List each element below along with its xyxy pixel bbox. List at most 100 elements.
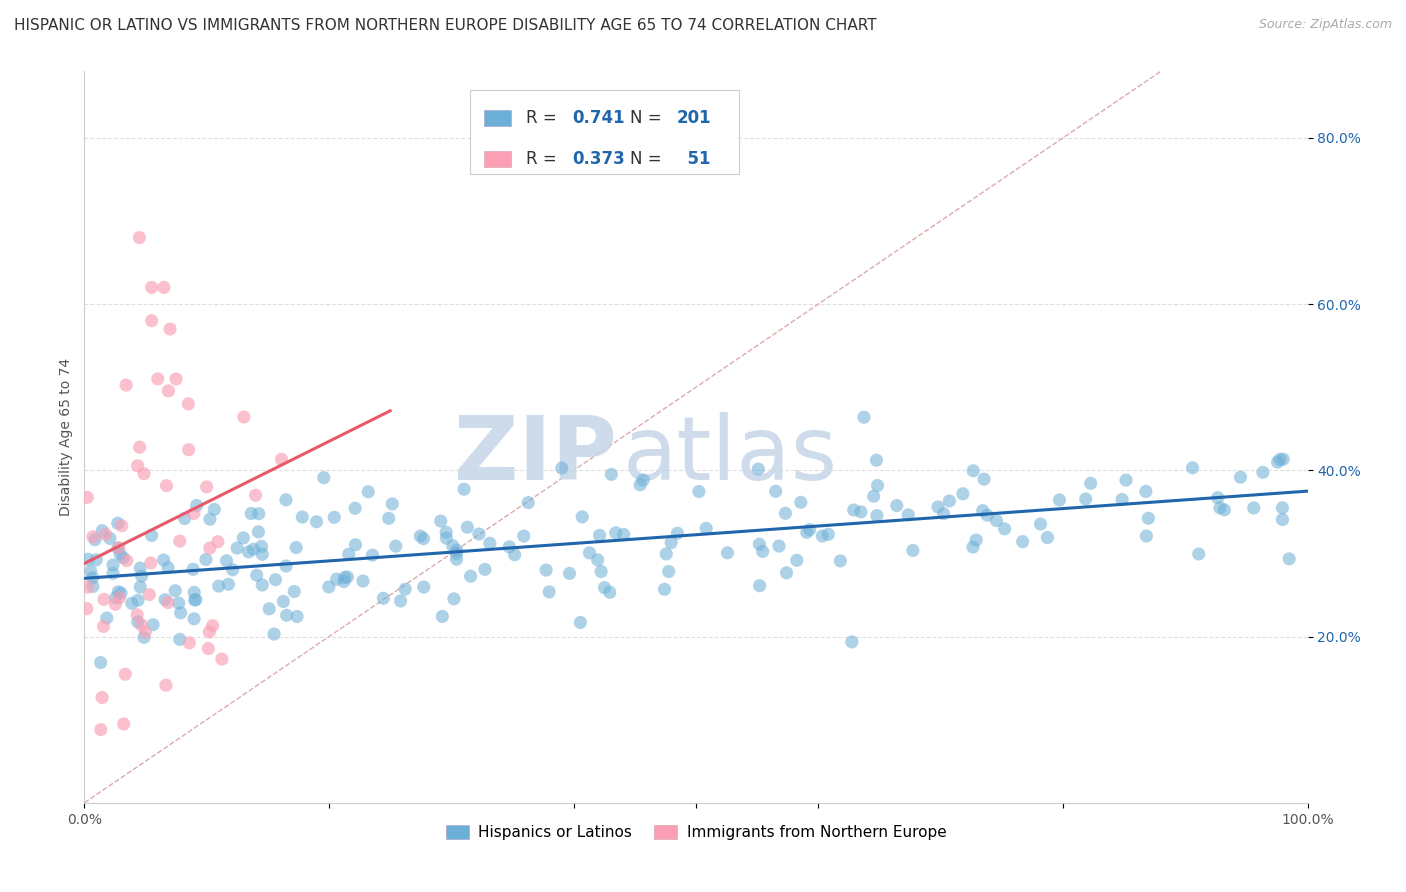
Point — [558, 566, 581, 581]
Point — [131, 569, 153, 583]
Point — [747, 462, 769, 476]
Point — [1271, 512, 1294, 526]
Point — [132, 467, 155, 481]
Point — [593, 581, 616, 595]
Point — [361, 548, 384, 562]
Point — [98, 532, 121, 546]
Point — [1268, 452, 1291, 467]
Point — [716, 546, 738, 560]
Point — [352, 574, 374, 588]
Point — [446, 552, 468, 566]
Point — [631, 473, 654, 487]
Point — [478, 536, 501, 550]
Point — [337, 547, 360, 561]
Point — [1074, 491, 1097, 506]
Point — [197, 641, 219, 656]
Point — [112, 550, 135, 565]
Point — [765, 484, 787, 499]
Point — [264, 573, 287, 587]
Point — [333, 574, 356, 589]
Point — [817, 527, 839, 541]
Point — [965, 533, 987, 547]
Point — [443, 591, 465, 606]
Point — [1229, 470, 1251, 484]
Point — [252, 578, 274, 592]
Point — [177, 442, 200, 457]
Point — [242, 542, 264, 557]
Point — [173, 511, 195, 525]
Point — [184, 592, 207, 607]
Point — [503, 548, 526, 562]
Point — [799, 523, 821, 537]
Point — [240, 507, 263, 521]
Point — [96, 611, 118, 625]
Point — [695, 521, 717, 535]
Point — [628, 478, 651, 492]
Point — [159, 322, 181, 336]
Point — [932, 507, 955, 521]
Point — [285, 609, 308, 624]
Point — [274, 492, 297, 507]
Point — [344, 538, 367, 552]
Point — [1267, 455, 1289, 469]
Point — [305, 515, 328, 529]
Point — [129, 561, 152, 575]
Point — [107, 541, 129, 556]
Point — [666, 526, 689, 541]
Point — [107, 516, 129, 531]
Point — [129, 617, 152, 632]
Point — [1135, 484, 1157, 499]
Point — [104, 591, 127, 605]
Point — [195, 480, 218, 494]
Point — [513, 529, 536, 543]
Point — [90, 656, 112, 670]
Point — [110, 586, 132, 600]
Point — [1251, 466, 1274, 480]
Point — [82, 530, 104, 544]
Point — [257, 601, 280, 615]
Point — [247, 507, 270, 521]
Point — [357, 484, 380, 499]
Point — [569, 615, 592, 630]
Point — [181, 562, 204, 576]
Point — [994, 522, 1017, 536]
Point — [1111, 492, 1133, 507]
Point — [796, 525, 818, 540]
Point — [538, 585, 561, 599]
Point — [82, 571, 104, 585]
Point — [250, 540, 273, 554]
Point — [79, 564, 101, 578]
Point — [252, 547, 274, 561]
Point — [1271, 500, 1294, 515]
Point — [1029, 516, 1052, 531]
Point — [655, 547, 678, 561]
Point — [134, 625, 156, 640]
Point — [412, 532, 434, 546]
Point — [77, 552, 100, 566]
Point — [76, 491, 98, 505]
Point — [157, 384, 180, 398]
Legend: Hispanics or Latinos, Immigrants from Northern Europe: Hispanics or Latinos, Immigrants from No… — [440, 819, 952, 847]
Point — [128, 440, 150, 454]
Point — [333, 570, 356, 584]
Point — [90, 723, 112, 737]
Text: N =: N = — [630, 150, 666, 168]
Point — [139, 556, 162, 570]
Point — [318, 580, 340, 594]
Point — [142, 617, 165, 632]
Point — [551, 461, 574, 475]
Point — [658, 565, 681, 579]
Point — [986, 514, 1008, 528]
Point — [571, 509, 593, 524]
Point — [169, 632, 191, 647]
Point — [127, 593, 149, 607]
Point — [384, 539, 406, 553]
Text: ZIP: ZIP — [454, 412, 616, 499]
Point — [373, 591, 395, 606]
Point — [1049, 492, 1071, 507]
Point — [849, 505, 872, 519]
Point — [1243, 500, 1265, 515]
Point — [599, 585, 621, 599]
Point — [283, 584, 305, 599]
Point — [107, 541, 129, 555]
